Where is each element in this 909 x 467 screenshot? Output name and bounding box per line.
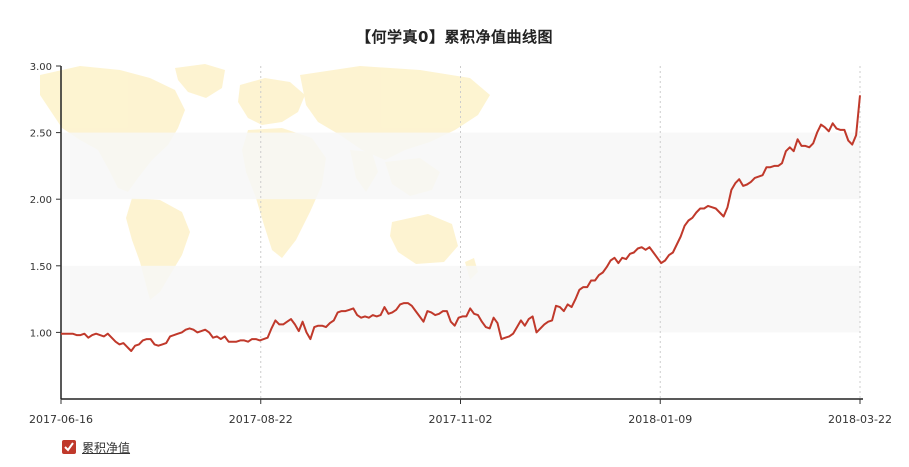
legend-item[interactable]: 累积净值 xyxy=(62,439,130,455)
y-axis-ticks: 1.00 1.50 2.00 2.50 3.00 xyxy=(30,62,61,339)
y-tick-label: 3.00 xyxy=(30,62,52,73)
europe-shape xyxy=(238,78,305,125)
legend-checkbox-icon[interactable] xyxy=(62,440,76,454)
australia-shape xyxy=(390,214,458,264)
x-tick-label: 2017-08-22 xyxy=(229,413,293,426)
y-tick-label: 1.50 xyxy=(30,262,52,273)
x-tick-label: 2017-06-16 xyxy=(29,413,93,426)
axes xyxy=(60,66,863,400)
y-tick-label: 2.50 xyxy=(30,129,52,140)
chart-title: 【何学真0】累积净值曲线图 xyxy=(356,28,553,46)
vertical-gridlines xyxy=(260,66,861,399)
legend-label: 累积净值 xyxy=(82,440,131,455)
x-tick-label: 2017-11-02 xyxy=(429,413,493,426)
greenland-shape xyxy=(175,64,225,98)
plot-band-1 xyxy=(61,132,860,200)
y-tick-label: 2.00 xyxy=(30,195,52,206)
y-tick-label: 1.00 xyxy=(30,328,52,339)
south-america-shape xyxy=(126,198,190,300)
x-tick-label: 2018-03-22 xyxy=(828,413,892,426)
x-axis-ticks: 2017-06-16 2017-08-22 2017-11-02 2018-01-09… xyxy=(29,399,892,426)
series-line-cumulative-nav xyxy=(61,95,861,352)
x-tick-label: 2018-01-09 xyxy=(628,413,692,426)
